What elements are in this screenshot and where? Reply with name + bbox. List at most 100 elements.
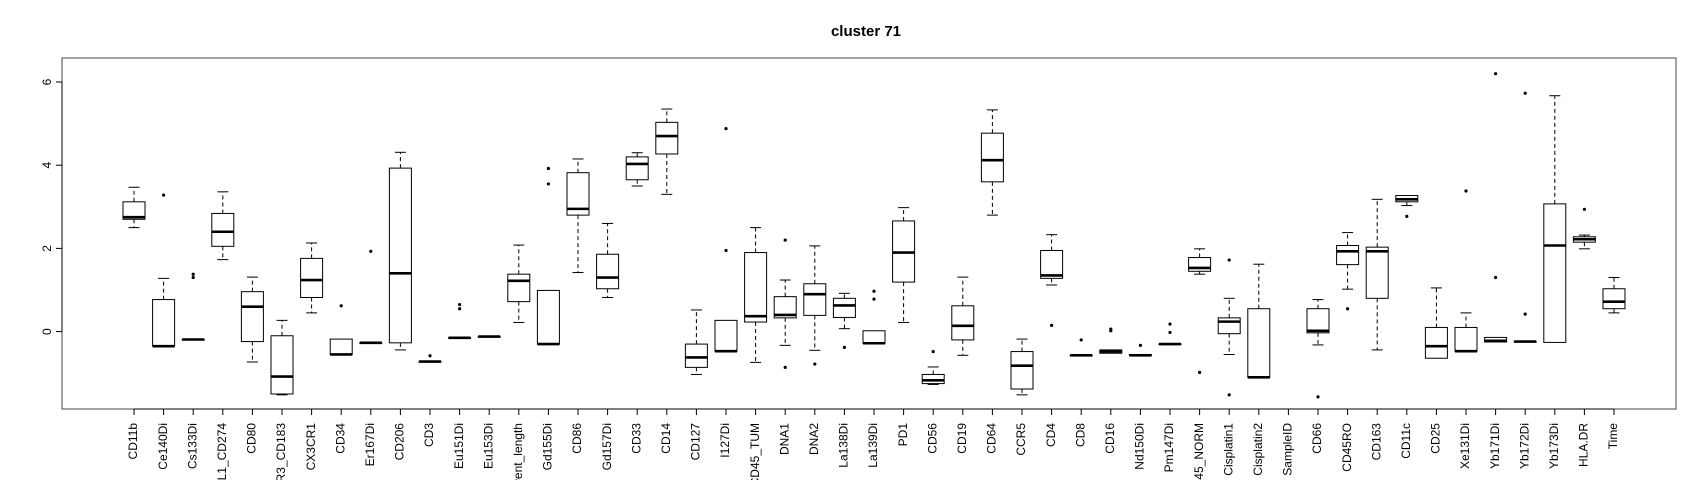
outlier-point bbox=[458, 307, 462, 311]
iqr-box bbox=[596, 253, 620, 290]
box-45_NORM bbox=[1188, 248, 1212, 374]
category-label: CD14 bbox=[659, 423, 673, 454]
category-label: CD56 bbox=[925, 423, 939, 454]
box-CD45_TUM bbox=[744, 227, 768, 363]
category-label: Cs133Di bbox=[185, 423, 199, 469]
plot-frame bbox=[61, 57, 1677, 410]
outlier-point bbox=[1198, 370, 1202, 374]
box-Gd155Di bbox=[536, 166, 560, 346]
outlier-point bbox=[369, 249, 373, 253]
outlier-point bbox=[872, 297, 876, 301]
y-tick-label: 2 bbox=[40, 245, 54, 252]
category-label: I127Di bbox=[718, 423, 732, 458]
category-label: CD127 bbox=[689, 423, 703, 461]
box-CD3 bbox=[418, 354, 442, 363]
category-label: Nd150Di bbox=[1133, 423, 1147, 470]
outlier-point bbox=[458, 302, 462, 307]
category-label: Yb171Di bbox=[1488, 423, 1502, 469]
iqr-box bbox=[951, 305, 975, 341]
category-label: Ce140Di bbox=[156, 423, 170, 470]
box-La139Di bbox=[862, 289, 886, 345]
iqr-box bbox=[803, 283, 827, 316]
box-series bbox=[122, 72, 1626, 399]
category-label: CD45_TUM bbox=[748, 423, 762, 480]
y-axis: 0 2 4 6 bbox=[40, 78, 63, 335]
box-Time bbox=[1602, 277, 1626, 314]
category-label: CX3CR1 bbox=[304, 423, 318, 471]
outlier-point bbox=[1405, 214, 1409, 218]
box-CD45RO bbox=[1336, 232, 1360, 311]
outlier-point bbox=[1494, 72, 1498, 76]
iqr-box bbox=[507, 273, 531, 303]
x-axis: CD11b Ce140Di Cs133Di L1_CD274 CD80 R3_CD183 C… bbox=[126, 408, 1620, 480]
iqr-box bbox=[211, 212, 235, 247]
category-label: CD25 bbox=[1429, 423, 1443, 454]
box-La138Di bbox=[832, 292, 856, 350]
outlier-point bbox=[1168, 322, 1172, 326]
iqr-box bbox=[1306, 308, 1330, 334]
iqr-box bbox=[1247, 308, 1271, 378]
outlier-point bbox=[724, 126, 728, 131]
iqr-box bbox=[980, 132, 1004, 183]
box-CD8 bbox=[1069, 338, 1093, 357]
box-Nd150Di bbox=[1128, 343, 1152, 357]
box-Yb173Di bbox=[1543, 95, 1567, 343]
category-label: CD34 bbox=[333, 423, 347, 454]
iqr-box bbox=[625, 156, 649, 181]
box-Er167Di bbox=[359, 249, 383, 345]
iqr-box bbox=[388, 167, 412, 344]
category-label: CD80 bbox=[245, 423, 259, 454]
category-label: CD4 bbox=[1044, 423, 1058, 447]
box-CD56 bbox=[921, 349, 945, 385]
outlier-point bbox=[1138, 343, 1142, 347]
y-tick-label: 4 bbox=[40, 162, 54, 169]
box-CD16 bbox=[1099, 327, 1123, 354]
category-label: CD11c bbox=[1399, 423, 1413, 459]
box-Yb172Di bbox=[1513, 91, 1537, 343]
iqr-box bbox=[714, 319, 738, 352]
box-Pm147Di bbox=[1158, 322, 1182, 346]
box-I127Di bbox=[714, 126, 738, 353]
iqr-box bbox=[684, 343, 708, 368]
category-label: Cisplatin2 bbox=[1251, 423, 1265, 476]
outlier-point bbox=[1109, 327, 1113, 331]
outlier-point bbox=[1168, 330, 1172, 335]
outlier-point bbox=[1050, 323, 1054, 327]
category-label: CD163 bbox=[1369, 423, 1383, 461]
outlier-point bbox=[1316, 395, 1320, 399]
category-label: Eu153Di bbox=[481, 423, 495, 469]
box-CD34 bbox=[329, 304, 353, 356]
category-label: vent_length bbox=[511, 423, 525, 480]
box-vent_length bbox=[507, 244, 531, 323]
iqr-box bbox=[1602, 288, 1626, 310]
outlier-point bbox=[842, 345, 847, 350]
outlier-point bbox=[1464, 189, 1468, 193]
category-label: PD1 bbox=[896, 423, 910, 447]
category-label: CD16 bbox=[1103, 423, 1117, 454]
outlier-point bbox=[1346, 307, 1350, 311]
iqr-box bbox=[122, 201, 146, 220]
box-CD4 bbox=[1040, 234, 1064, 327]
outlier-point bbox=[1079, 338, 1083, 342]
outlier-point bbox=[1494, 275, 1498, 280]
box-CD80 bbox=[240, 276, 264, 363]
category-label: Time bbox=[1606, 423, 1620, 450]
box-DNA1 bbox=[773, 238, 797, 369]
y-tick-label: 6 bbox=[40, 78, 54, 85]
outlier-point bbox=[813, 362, 817, 366]
category-label: Gd155Di bbox=[541, 423, 555, 470]
iqr-box bbox=[1188, 257, 1212, 272]
category-label: CD66 bbox=[1310, 423, 1324, 454]
y-tick-label: 0 bbox=[40, 328, 54, 335]
category-label: CD11b bbox=[126, 423, 140, 460]
iqr-box bbox=[566, 172, 590, 216]
outlier-point bbox=[191, 275, 195, 280]
category-label: R3_CD183 bbox=[274, 423, 288, 480]
category-label: Xe131Di bbox=[1458, 423, 1472, 469]
category-label: CCR5 bbox=[1014, 423, 1028, 456]
box-CD14 bbox=[655, 108, 679, 195]
iqr-box bbox=[536, 289, 560, 345]
outlier-point bbox=[783, 365, 787, 369]
category-label: CD206 bbox=[393, 423, 407, 461]
